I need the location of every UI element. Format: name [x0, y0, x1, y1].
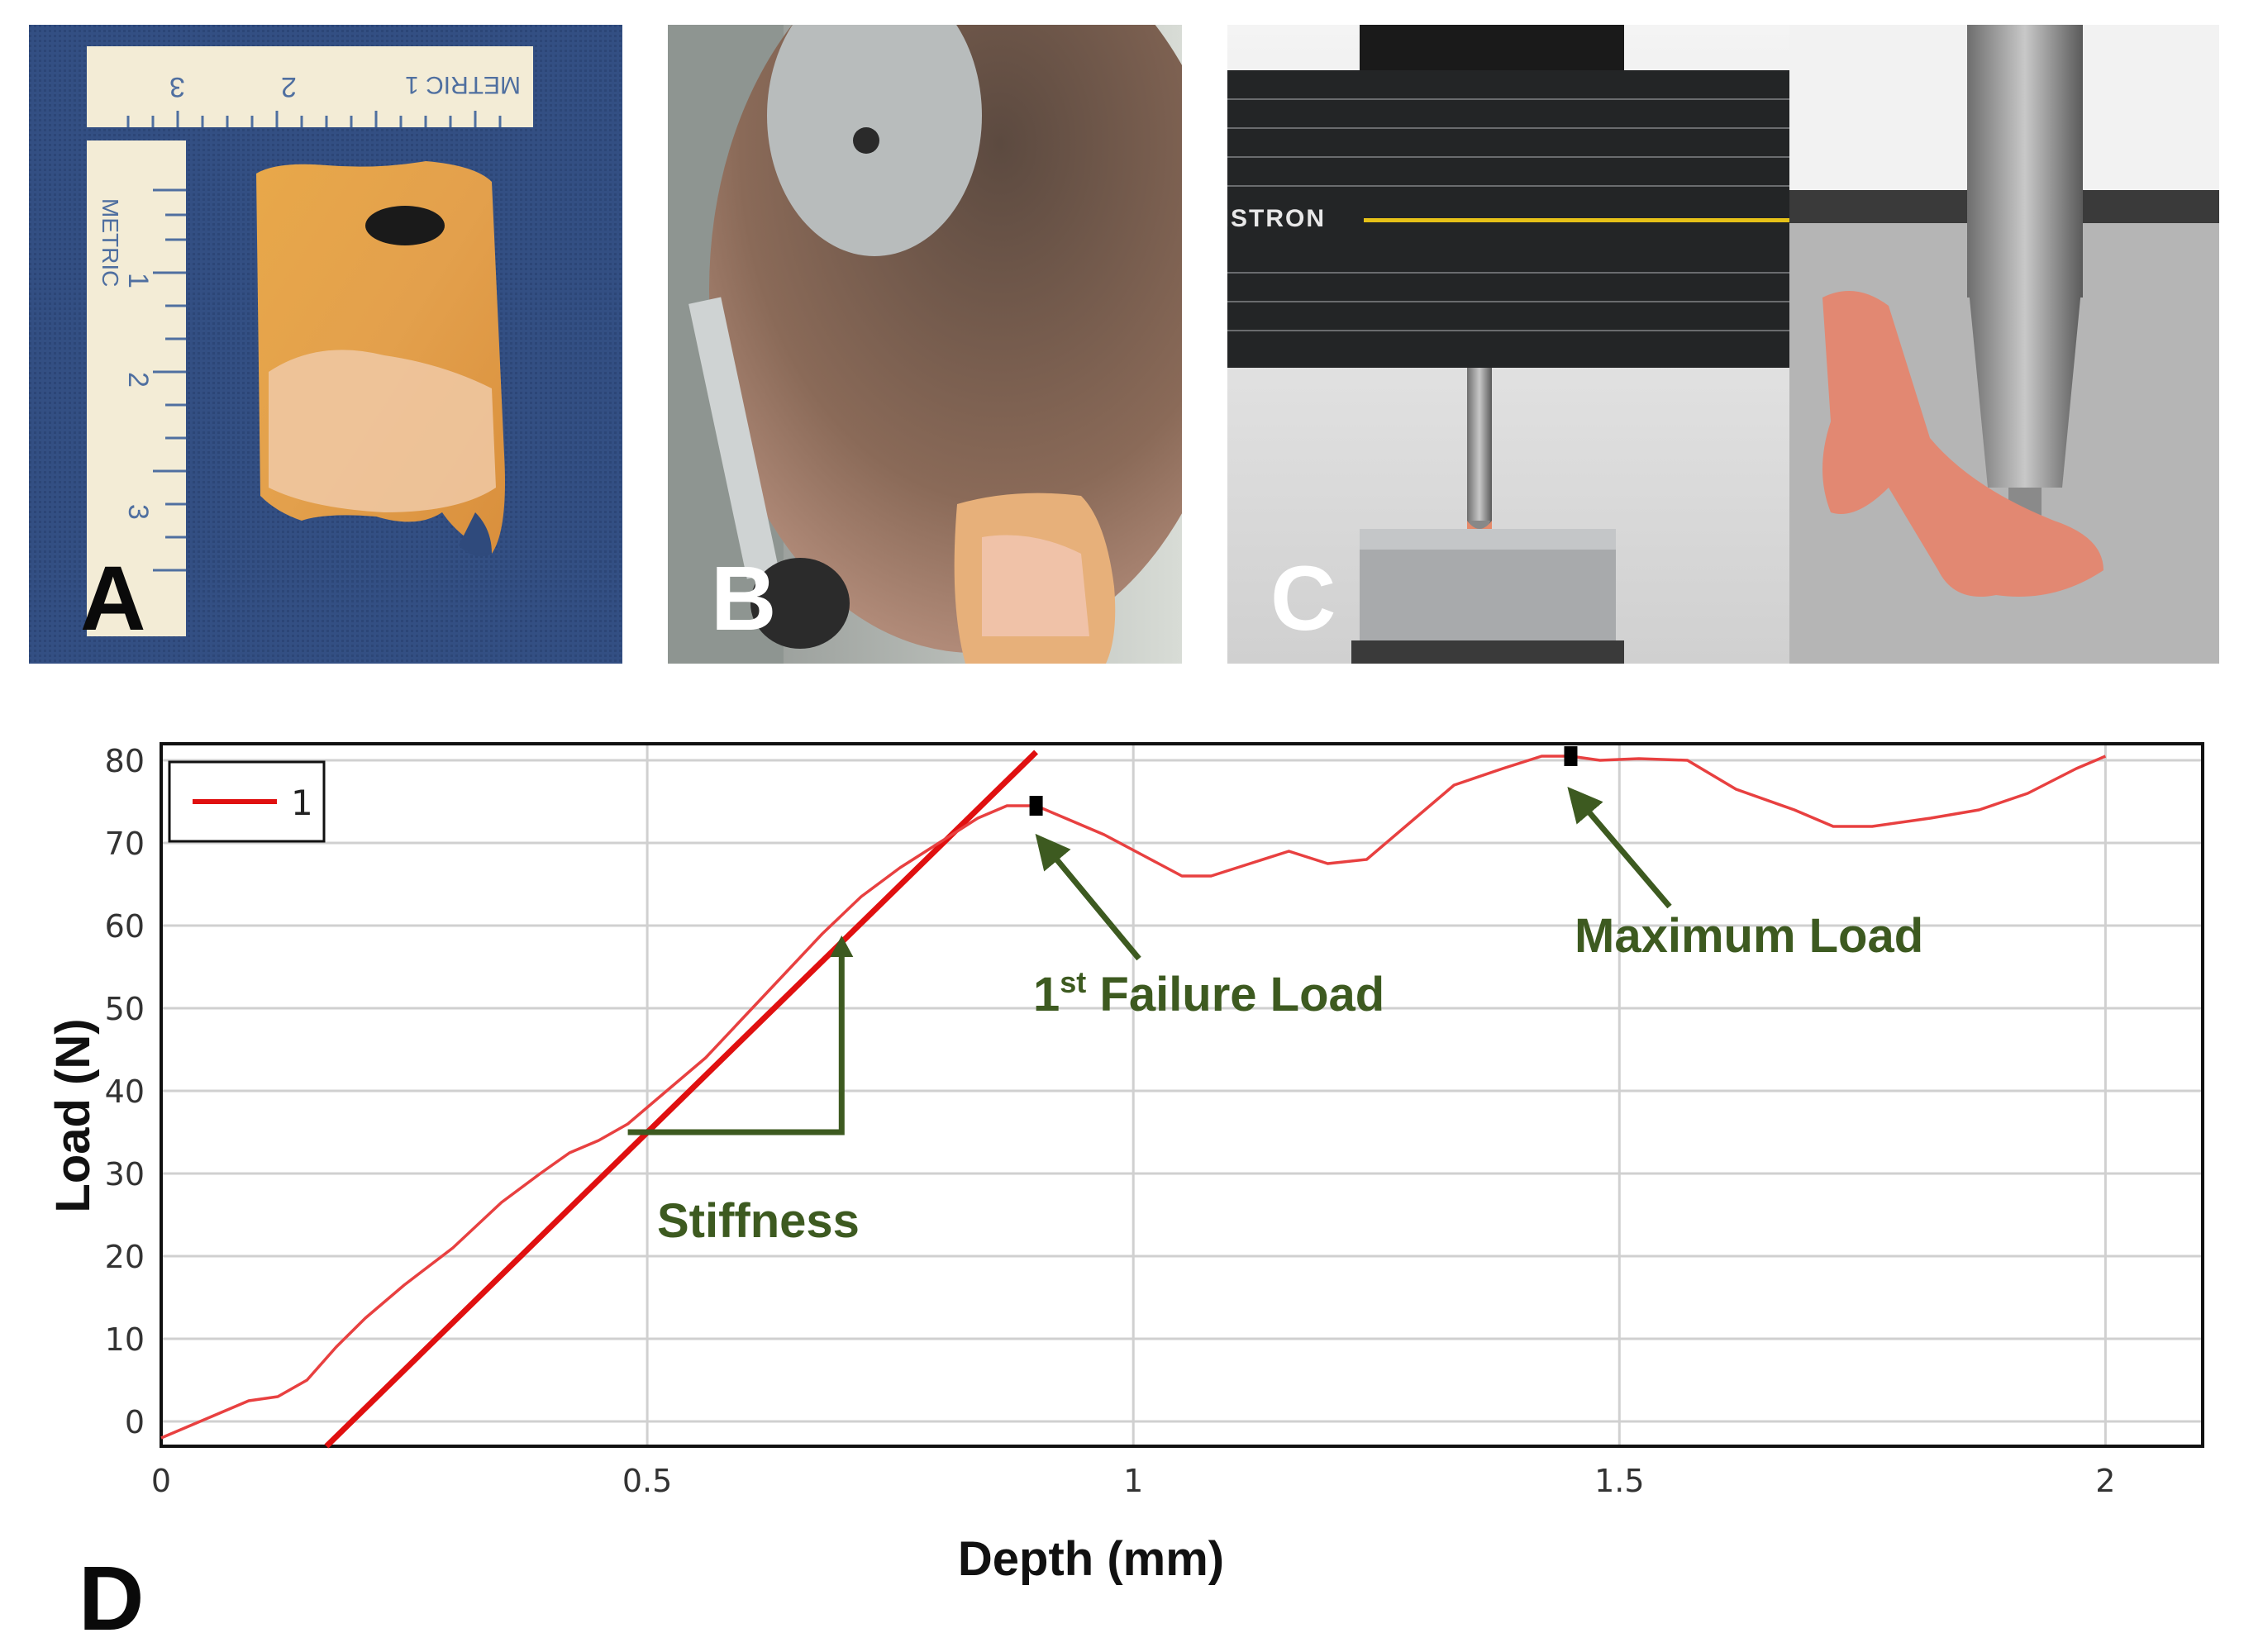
panel-a-label: A [80, 548, 146, 650]
ruler-vertical-number-1: 1 [122, 273, 154, 288]
maximum-load-annotation: Maximum Load [1575, 909, 1923, 963]
panel-b-photo: B [668, 25, 1182, 664]
y-tick-label: 30 [105, 1156, 145, 1193]
plot-frame [160, 742, 2204, 1448]
y-tick-labels: 0 10 20 30 40 50 60 70 80 [105, 743, 145, 1440]
load-depth-chart: 0 0.5 1 1.5 2 0 10 20 30 40 50 60 70 80 1 Depth (mm)… [46, 742, 2204, 1650]
y-tick-label: 60 [105, 908, 145, 945]
ruler-vertical-number-3: 3 [122, 504, 154, 520]
stiffness-triangle-layer [627, 935, 854, 1135]
maximum-load-arrow [1567, 787, 1672, 909]
panel-a-photo: METRIC 1 3 2 METRIC 1 2 3 A [29, 25, 622, 664]
ruler-horizontal [87, 46, 533, 127]
y-tick-label: 10 [105, 1321, 145, 1358]
ruler-horizontal-label: METRIC 1 [405, 71, 522, 98]
marker-maximum [1564, 746, 1578, 766]
y-tick-label: 40 [105, 1074, 145, 1110]
ruler-vertical [87, 140, 186, 636]
series-line-1 [160, 755, 2107, 1440]
x-tick-label: 0 [151, 1463, 171, 1499]
marker-layer [1029, 746, 1578, 816]
panel-c-label: C [1270, 548, 1336, 650]
stiffness-triangle [627, 942, 845, 1135]
legend-series-label: 1 [291, 783, 313, 823]
first-failure-superscript: st [1060, 965, 1086, 999]
panel-b-label: B [711, 548, 777, 650]
x-tick-label: 1 [1123, 1463, 1143, 1499]
x-tick-label: 1.5 [1594, 1463, 1644, 1499]
ruler-horizontal-number-2: 2 [281, 71, 297, 102]
ruler-vertical-number-2: 2 [122, 372, 154, 388]
y-tick-label: 50 [105, 991, 145, 1027]
series-layer [160, 755, 2107, 1440]
stiffness-triangle-arrowhead [830, 935, 854, 957]
first-failure-arrow [1035, 833, 1141, 961]
panel-d-label: D [79, 1548, 144, 1650]
y-tick-label: 70 [105, 826, 145, 862]
first-failure-rest: Failure Load [1086, 968, 1384, 1021]
fit-line-layer [324, 750, 1039, 1449]
instron-brand-text: INSTRON [1227, 205, 1326, 232]
y-tick-label: 20 [105, 1239, 145, 1275]
chart-grid [160, 744, 2203, 1446]
x-tick-labels: 0 0.5 1 1.5 2 [151, 1463, 2116, 1499]
ruler-horizontal-number-3: 3 [169, 71, 185, 102]
x-axis-title: Depth (mm) [958, 1532, 1224, 1586]
stiffness-annotation: Stiffness [657, 1194, 860, 1248]
y-tick-label: 0 [125, 1404, 145, 1440]
stiffness-fit-line [324, 750, 1039, 1449]
y-tick-label: 80 [105, 743, 145, 779]
first-failure-annotation: 1st Failure Load [1033, 965, 1384, 1021]
ruler-vertical-label: METRIC [98, 198, 123, 288]
y-axis-title: Load (N) [46, 1018, 100, 1212]
first-failure-number: 1 [1033, 968, 1060, 1021]
panel-c-photo: INSTRON C [1227, 25, 2219, 664]
marker-1st-failure [1029, 796, 1043, 816]
x-tick-label: 2 [2095, 1463, 2115, 1499]
x-tick-label: 0.5 [622, 1463, 672, 1499]
